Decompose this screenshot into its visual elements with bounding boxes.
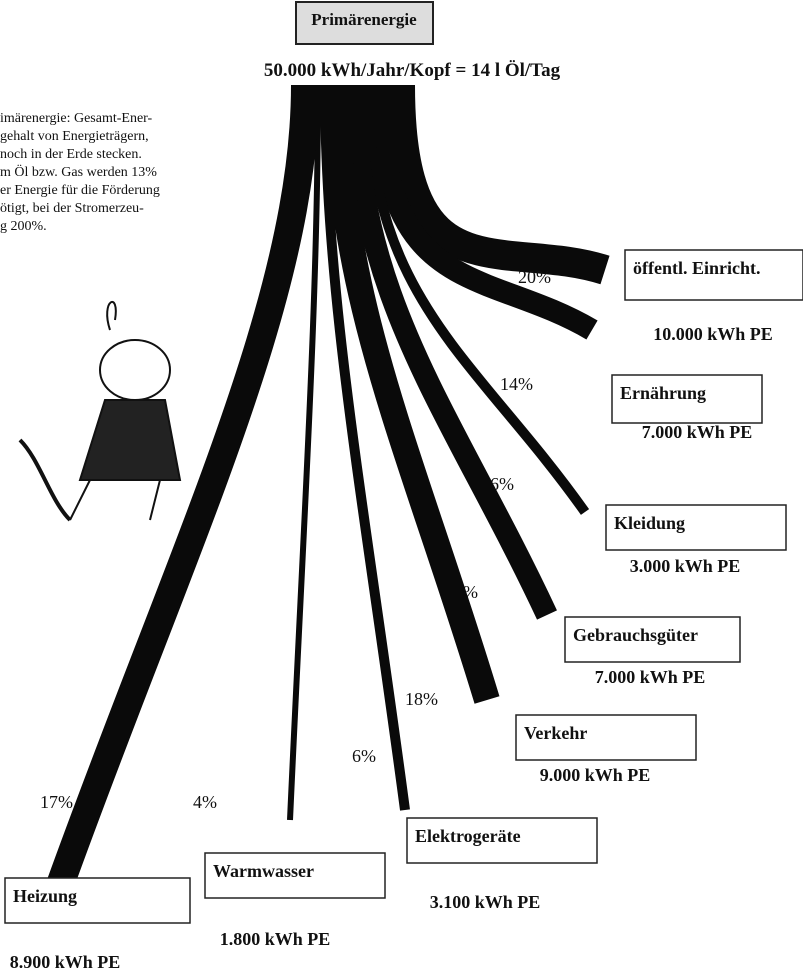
branch-value: 3.000 kWh PE bbox=[630, 556, 741, 576]
branch-percent: 4% bbox=[193, 792, 217, 812]
branch-label: Warmwasser bbox=[213, 861, 314, 881]
note-line: gehalt von Energieträgern, bbox=[0, 129, 149, 144]
branch-label: Verkehr bbox=[524, 723, 587, 743]
branch-value: 7.000 kWh PE bbox=[595, 667, 706, 687]
branch-percent: 14% bbox=[500, 374, 533, 394]
note-line: g 200%. bbox=[0, 219, 47, 234]
branch-value: 3.100 kWh PE bbox=[430, 892, 541, 912]
branch-label: Gebrauchsgüter bbox=[573, 625, 698, 645]
branch-value: 7.000 kWh PE bbox=[642, 422, 753, 442]
branch-percent: 6% bbox=[352, 746, 376, 766]
branch-label: öffentl. Einricht. bbox=[633, 258, 761, 278]
branch-percent: 17% bbox=[40, 792, 73, 812]
cartoon bbox=[20, 302, 180, 520]
note-line: noch in der Erde stecken. bbox=[0, 147, 142, 162]
branch-percent: 18% bbox=[405, 689, 438, 709]
branch-label: Kleidung bbox=[614, 513, 685, 533]
note-line: m Öl bzw. Gas werden 13% bbox=[0, 163, 157, 180]
subtitle: 50.000 kWh/Jahr/Kopf = 14 l Öl/Tag bbox=[264, 60, 561, 81]
branch-value: 8.900 kWh PE bbox=[10, 952, 121, 972]
branch-percent: 20% bbox=[518, 267, 551, 287]
note-line: ötigt, bei der Stromerzeu- bbox=[0, 201, 144, 216]
branch-label: Ernährung bbox=[620, 383, 706, 403]
branch-label: Elektrogeräte bbox=[415, 826, 521, 846]
branch-value: 10.000 kWh PE bbox=[653, 324, 773, 344]
branch-value: 9.000 kWh PE bbox=[540, 765, 651, 785]
branch-label: Heizung bbox=[13, 886, 77, 906]
branch-value: 1.800 kWh PE bbox=[220, 929, 331, 949]
note-line: er Energie für die Förderung bbox=[0, 183, 160, 198]
title: Primärenergie bbox=[311, 10, 417, 29]
page: Primärenergie 50.000 kWh/Jahr/Kopf = 14 … bbox=[0, 0, 803, 975]
note-line: imärenergie: Gesamt-Ener- bbox=[0, 111, 153, 126]
diagram: Primärenergie 50.000 kWh/Jahr/Kopf = 14 … bbox=[0, 0, 803, 975]
